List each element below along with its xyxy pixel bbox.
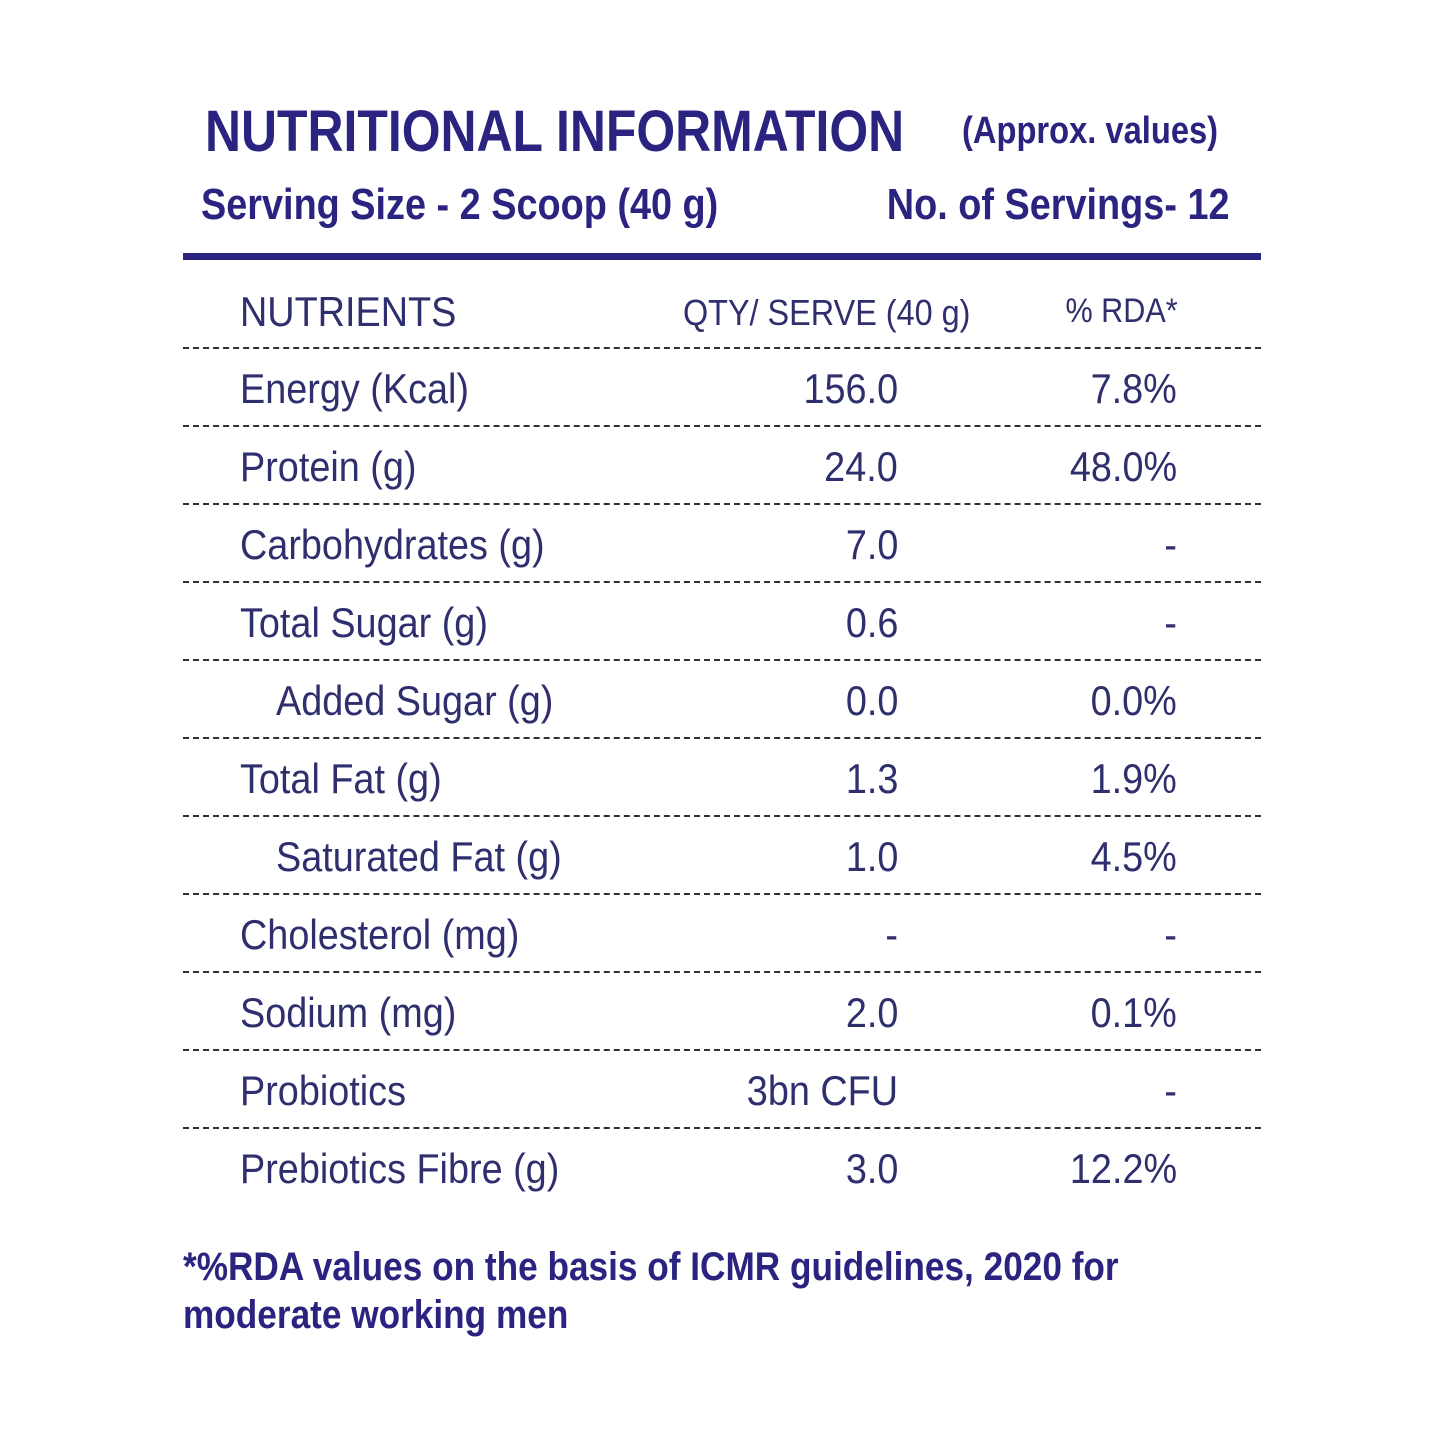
nutrient-rda: 1.9% [1090,755,1177,802]
table-row: Saturated Fat (g) 1.0 4.5% [183,817,1261,895]
nutrient-name: Protein (g) [240,443,417,490]
label-title: NUTRITIONAL INFORMATION [205,99,905,164]
nutrient-qty: 7.0 [845,521,898,568]
footnote-line: moderate working men [183,1293,569,1337]
nutrient-name: Sodium (mg) [240,989,457,1036]
table-row: Sodium (mg) 2.0 0.1% [183,973,1261,1051]
table-row: Added Sugar (g) 0.0 0.0% [183,661,1261,739]
column-header-rda: % RDA* [1065,292,1178,330]
nutrient-rda: - [1164,521,1177,568]
nutrient-rda: 12.2% [1069,1145,1177,1192]
nutrient-name: Prebiotics Fibre (g) [240,1145,560,1192]
nutrient-qty: 3.0 [845,1145,898,1192]
footnote-line: *%RDA values on the basis of ICMR guidel… [183,1245,1119,1289]
serving-size: Serving Size - 2 Scoop (40 g) [201,180,719,229]
column-header-nutrients: NUTRIENTS [240,288,457,335]
nutrient-name: Energy (Kcal) [240,365,469,412]
nutrient-qty: 0.6 [845,599,898,646]
nutrient-name: Added Sugar (g) [276,677,554,724]
table-row: Energy (Kcal) 156.0 7.8% [183,349,1261,427]
table-row: Protein (g) 24.0 48.0% [183,427,1261,505]
nutrient-qty: 156.0 [803,365,898,412]
column-header-qty: QTY/ SERVE (40 g) [682,292,970,333]
nutrient-qty: - [885,911,898,958]
nutrient-rda: - [1164,599,1177,646]
nutrient-name: Carbohydrates (g) [240,521,545,568]
nutrient-name: Saturated Fat (g) [276,833,562,880]
nutrient-name: Cholesterol (mg) [240,911,520,958]
approx-values-note: (Approx. values) [962,110,1219,152]
nutrient-rda: 0.0% [1090,677,1177,724]
nutrient-rda: - [1164,911,1177,958]
nutrient-name: Probiotics [240,1067,406,1114]
header-divider [183,253,1261,260]
nutrition-table: NUTRIENTS QTY/ SERVE (40 g) % RDA* Energ… [183,260,1261,1207]
nutrient-qty: 3bn CFU [746,1067,898,1114]
table-row: Total Fat (g) 1.3 1.9% [183,739,1261,817]
table-row: Prebiotics Fibre (g) 3.0 12.2% [183,1129,1261,1207]
nutrient-qty: 1.3 [845,755,898,802]
table-row: Cholesterol (mg) - - [183,895,1261,973]
nutrient-qty: 0.0 [845,677,898,724]
nutrient-rda: - [1164,1067,1177,1114]
nutrient-name: Total Fat (g) [240,755,442,802]
nutrient-name: Total Sugar (g) [240,599,488,646]
nutrient-rda: 4.5% [1090,833,1177,880]
table-row: Probiotics 3bn CFU - [183,1051,1261,1129]
table-row: Total Sugar (g) 0.6 - [183,583,1261,661]
rda-footnote: *%RDA values on the basis of ICMR guidel… [183,1243,1239,1339]
nutrient-rda: 48.0% [1069,443,1177,490]
nutrient-qty: 24.0 [824,443,898,490]
nutrient-rda: 7.8% [1090,365,1177,412]
table-header-row: NUTRIENTS QTY/ SERVE (40 g) % RDA* [183,260,1261,349]
nutrient-qty: 1.0 [845,833,898,880]
nutrient-qty: 2.0 [845,989,898,1036]
nutrient-rda: 0.1% [1090,989,1177,1036]
table-row: Carbohydrates (g) 7.0 - [183,505,1261,583]
servings-count: No. of Servings- 12 [887,180,1230,229]
